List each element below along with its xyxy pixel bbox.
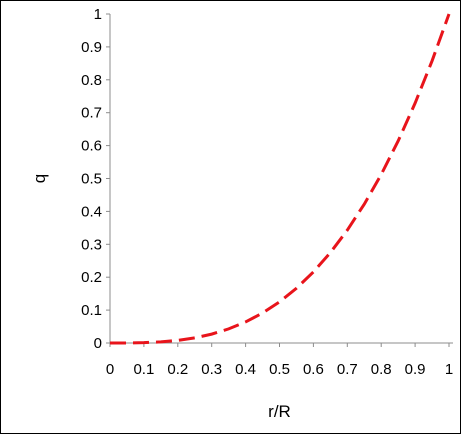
y-tick-label: 0.2 (81, 269, 102, 286)
x-tick-label: 0.8 (371, 361, 392, 378)
x-tick-label: 0.5 (269, 361, 290, 378)
y-tick-label: 1 (94, 6, 102, 23)
y-tick-label: 0.6 (81, 138, 102, 155)
y-tick-label: 0.1 (81, 302, 102, 319)
x-axis-title: r/R (268, 402, 291, 421)
y-axis: 0 0.1 0.2 0.3 0.4 0.5 0.6 0.7 0.8 0.9 1 (81, 6, 111, 352)
series-layer (109, 13, 451, 345)
y-tick-label: 0.5 (81, 171, 102, 188)
x-tick-label: 0.4 (235, 361, 256, 378)
y-tick-label: 0.9 (81, 39, 102, 56)
series-line (109, 13, 451, 345)
x-tick-label: 0.1 (133, 361, 154, 378)
x-tick-label: 0.7 (337, 361, 358, 378)
x-tick-label: 0.3 (201, 361, 222, 378)
y-axis-title: q (30, 174, 49, 183)
x-tick-label: 0.9 (405, 361, 426, 378)
x-tick-label: 0 (106, 361, 114, 378)
y-tick-label: 0.7 (81, 105, 102, 122)
x-tick-label: 0.6 (303, 361, 324, 378)
y-tick-label: 0 (94, 335, 102, 352)
x-axis: 0 0.1 0.2 0.3 0.4 0.5 0.6 0.7 0.8 0.9 1 (106, 342, 453, 378)
y-tick-label: 0.3 (81, 236, 102, 253)
y-tick-label: 0.8 (81, 72, 102, 89)
x-tick-label: 1 (445, 361, 453, 378)
y-tick-label: 0.4 (81, 203, 102, 220)
x-tick-label: 0.2 (167, 361, 188, 378)
